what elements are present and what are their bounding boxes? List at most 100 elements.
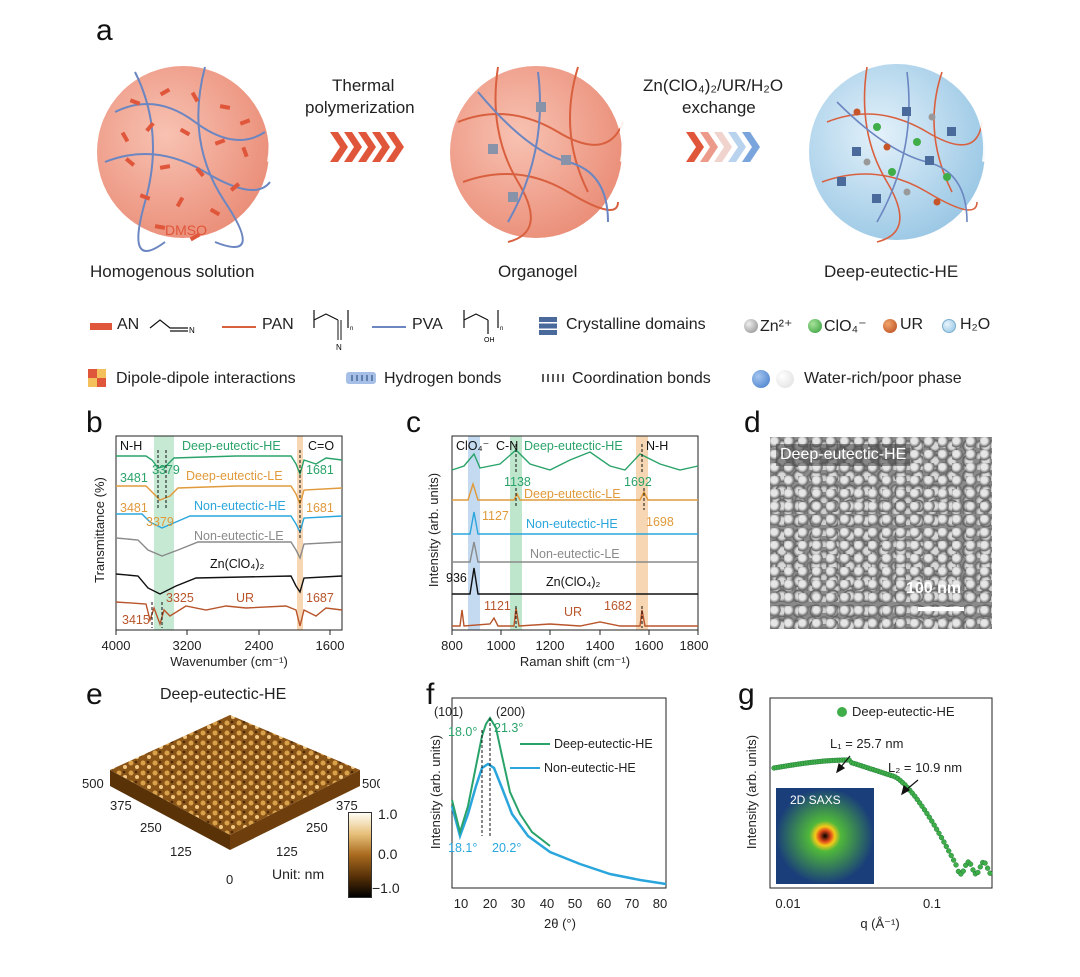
coordination-bonds-icon [542,374,564,382]
an-monomer-mark [189,232,201,242]
dmso-label: DMSO [165,222,207,238]
an-monomer-mark [209,207,221,217]
xrd-xtick-70: 70 [625,896,639,911]
afm-cbar-bottom: −1.0 [372,880,400,896]
hydrogen-bonds-icon [346,372,376,384]
raman-series-deep-eutectic-le [452,481,698,501]
raman-label-s4: Zn(ClO₄)₂ [546,575,601,589]
saxs-data-point [984,865,991,871]
dipole-interactions-icon [88,369,106,387]
ftir-peak-3481b: 3481 [120,501,148,515]
an-monomer-mark [241,146,249,158]
raman-label-s5: UR [564,605,582,619]
xrd-xtick-40: 40 [540,896,554,911]
raman-series-ur [452,607,698,627]
zn-ion-icon [744,319,758,333]
raman-xtick-1000: 1000 [487,638,516,653]
sem-scale-text: 100 nm [906,580,962,597]
raman-band-cn: C-N [496,439,518,453]
ftir-label-s3: Non-eutectic-LE [194,529,284,543]
raman-xtick-1400: 1400 [586,638,615,653]
panel-label-b: b [86,406,103,439]
afm-title: Deep-eutectic-HE [160,686,287,703]
afm-surface: 500 375 250 125 0 125 250 375 500 [82,715,380,887]
step2-line1: Zn(ClO₄)₂/UR/H₂O [643,76,784,95]
water-rich-phase-icon [752,370,770,388]
step1-line1: Thermal [332,76,395,95]
ftir-peak-3415: 3415 [122,613,150,627]
saxs-data-point [946,848,952,854]
raman-series-non-eutectic-le [452,541,698,563]
saxs-data-point [987,870,993,876]
legend-zn: Zn²⁺ [760,318,793,335]
xrd-plane-101: (101) [434,705,463,719]
raman-band-clo4: ClO₄⁻ [456,439,489,453]
ftir-xtick-3200: 3200 [173,638,202,653]
an-structure-icon: N [149,319,195,335]
ftir-ylabel: Transmittance (%) [92,477,107,583]
ftir-series-deep-eutectic-he [116,455,343,477]
afm-cbar-top: 1.0 [378,806,398,822]
clo4-band-highlight [468,436,480,630]
xrd-peak-18-1: 18.1° [448,841,477,855]
sem-scale-bar [918,607,964,611]
raman-ylabel: Intensity (arb. units) [426,473,441,587]
an-monomer-mark [179,127,191,137]
raman-peak-1698: 1698 [646,515,674,529]
deep-eutectic-he-label: Deep-eutectic-HE [824,262,959,281]
svg-text:N: N [336,343,342,352]
gradient-chevron-arrow-icon [686,132,760,162]
svg-text:OH: OH [484,337,495,344]
ftir-label-s2: Non-eutectic-HE [194,499,286,513]
ur-molecule-icon [883,319,897,333]
saxs-2d-label: 2D SAXS [790,793,841,807]
panel-label-c: c [406,406,421,439]
an-monomer-mark [139,193,151,201]
afm-xtick-500: 500 [362,776,380,791]
ftir-series-zn-clo4-2 [115,573,343,595]
sem-image [770,437,992,629]
xrd-chart: Deep-eutectic-HE Non-eutectic-HE (101) (… [428,697,667,931]
an-monomer-mark [219,104,231,110]
raman-xlabel: Raman shift (cm⁻¹) [520,654,630,669]
crystalline-domains-icon [539,317,557,335]
panel-label-e: e [86,678,103,711]
step1-line2: polymerization [305,98,415,117]
saxs-xtick-001: 0.01 [775,896,800,911]
xrd-xlabel: 2θ (°) [544,916,576,931]
ftir-chart: 4000 3200 2400 1600 Wavenumber (cm⁻¹) Tr… [92,435,345,669]
afm-xtick-250: 250 [306,820,328,835]
xrd-xtick-20: 20 [483,896,497,911]
saxs-xtick-01: 0.1 [923,896,941,911]
organogel-label: Organogel [498,262,578,281]
raman-label-s2: Non-eutectic-HE [526,517,618,531]
legend-pan: PAN [262,316,294,333]
ftir-series-non-eutectic-le [115,537,343,560]
pan-structure-icon: Nn [313,310,353,352]
xrd-xtick-10: 10 [454,896,468,911]
xrd-xtick-60: 60 [597,896,611,911]
xrd-peak-18-0: 18.0° [448,725,477,739]
legend-dipole: Dipole-dipole interactions [116,370,296,387]
homogenous-solution-sphere [97,66,275,252]
raman-peak-936: 936 [446,571,467,585]
an-monomer-mark [239,118,251,126]
saxs-data-point [919,803,925,809]
raman-peak-1127: 1127 [482,509,509,523]
ftir-xtick-1600: 1600 [316,638,345,653]
an-swatch-icon [90,323,112,330]
afm-origin-0: 0 [226,872,233,887]
raman-peak-1138: 1138 [504,475,531,489]
saxs-chart: 2D SAXS Deep-eutectic-HE L₁ = 25.7 nm L₂… [744,697,993,931]
ftir-xtick-2400: 2400 [245,638,274,653]
ftir-band-co: C=O [308,439,334,453]
legend-h2o: H₂O [960,316,991,333]
svg-text:n: n [500,326,503,332]
legend-coord: Coordination bonds [572,370,711,387]
saxs-data-point [967,861,974,867]
saxs-data-point [924,810,930,817]
an-monomer-mark [145,121,155,133]
saxs-data-point [970,867,976,873]
an-monomer-mark [229,182,241,192]
ftir-label-s5: UR [236,591,254,605]
